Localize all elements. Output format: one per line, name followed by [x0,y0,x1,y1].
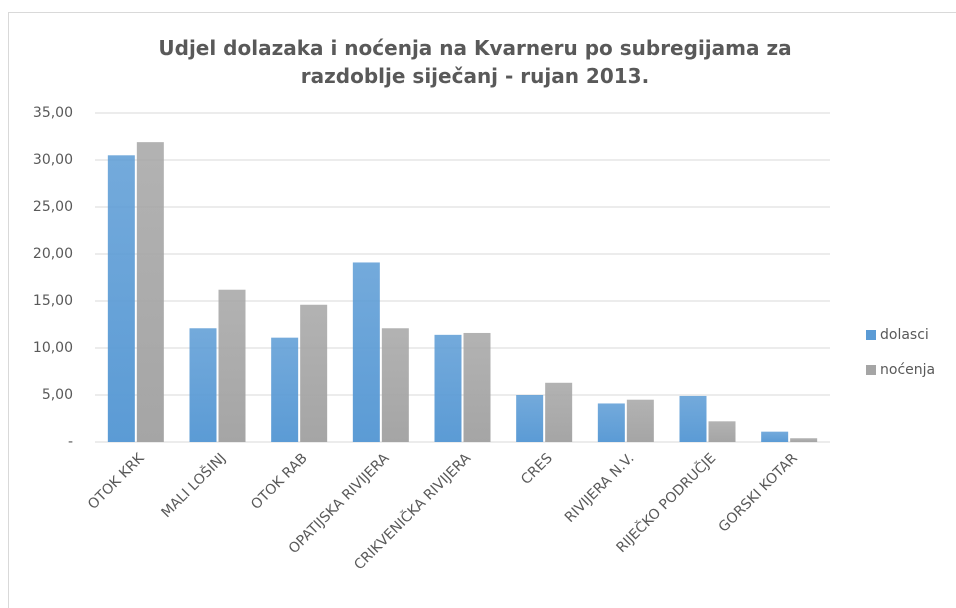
x-tick-label: OTOK KRK [85,450,148,513]
x-tick-label: OTOK RAB [248,450,311,513]
bar [708,421,736,442]
bar [679,395,707,442]
bar [463,332,491,442]
bar [626,399,654,442]
legend-swatch [866,330,876,340]
x-tick-label: CRES [518,450,556,488]
bar [271,337,299,442]
bar [107,155,135,443]
bar [218,289,246,442]
bar [189,328,217,442]
bar [597,403,625,442]
legend-label: dolasci [880,327,929,343]
x-tick-label: MALI LOŠINJ [157,449,229,521]
bar [136,142,164,442]
chart-border [8,12,956,608]
bar [434,334,462,442]
y-tick-label: 30,00 [33,152,73,168]
y-tick-label: 20,00 [33,246,73,262]
y-tick-label: 35,00 [33,105,73,121]
bar [545,382,573,442]
x-tick-label: GORSKI KOTAR [716,450,801,535]
bar [381,328,409,442]
bar [352,262,380,442]
y-tick-label: - [68,434,73,450]
y-tick-label: 10,00 [33,340,73,356]
bar [516,395,544,442]
x-tick-label: RIVIJERA N.V. [562,450,638,526]
y-tick-label: 5,00 [42,387,73,403]
legend-swatch [866,365,876,375]
chart-title: Udjel dolazaka i noćenja na Kvarneru po … [158,36,792,88]
bar [790,438,818,442]
bar [300,304,328,442]
y-tick-label: 25,00 [33,199,73,215]
bar [761,431,789,442]
legend-label: noćenja [880,362,935,378]
y-tick-label: 15,00 [33,293,73,309]
